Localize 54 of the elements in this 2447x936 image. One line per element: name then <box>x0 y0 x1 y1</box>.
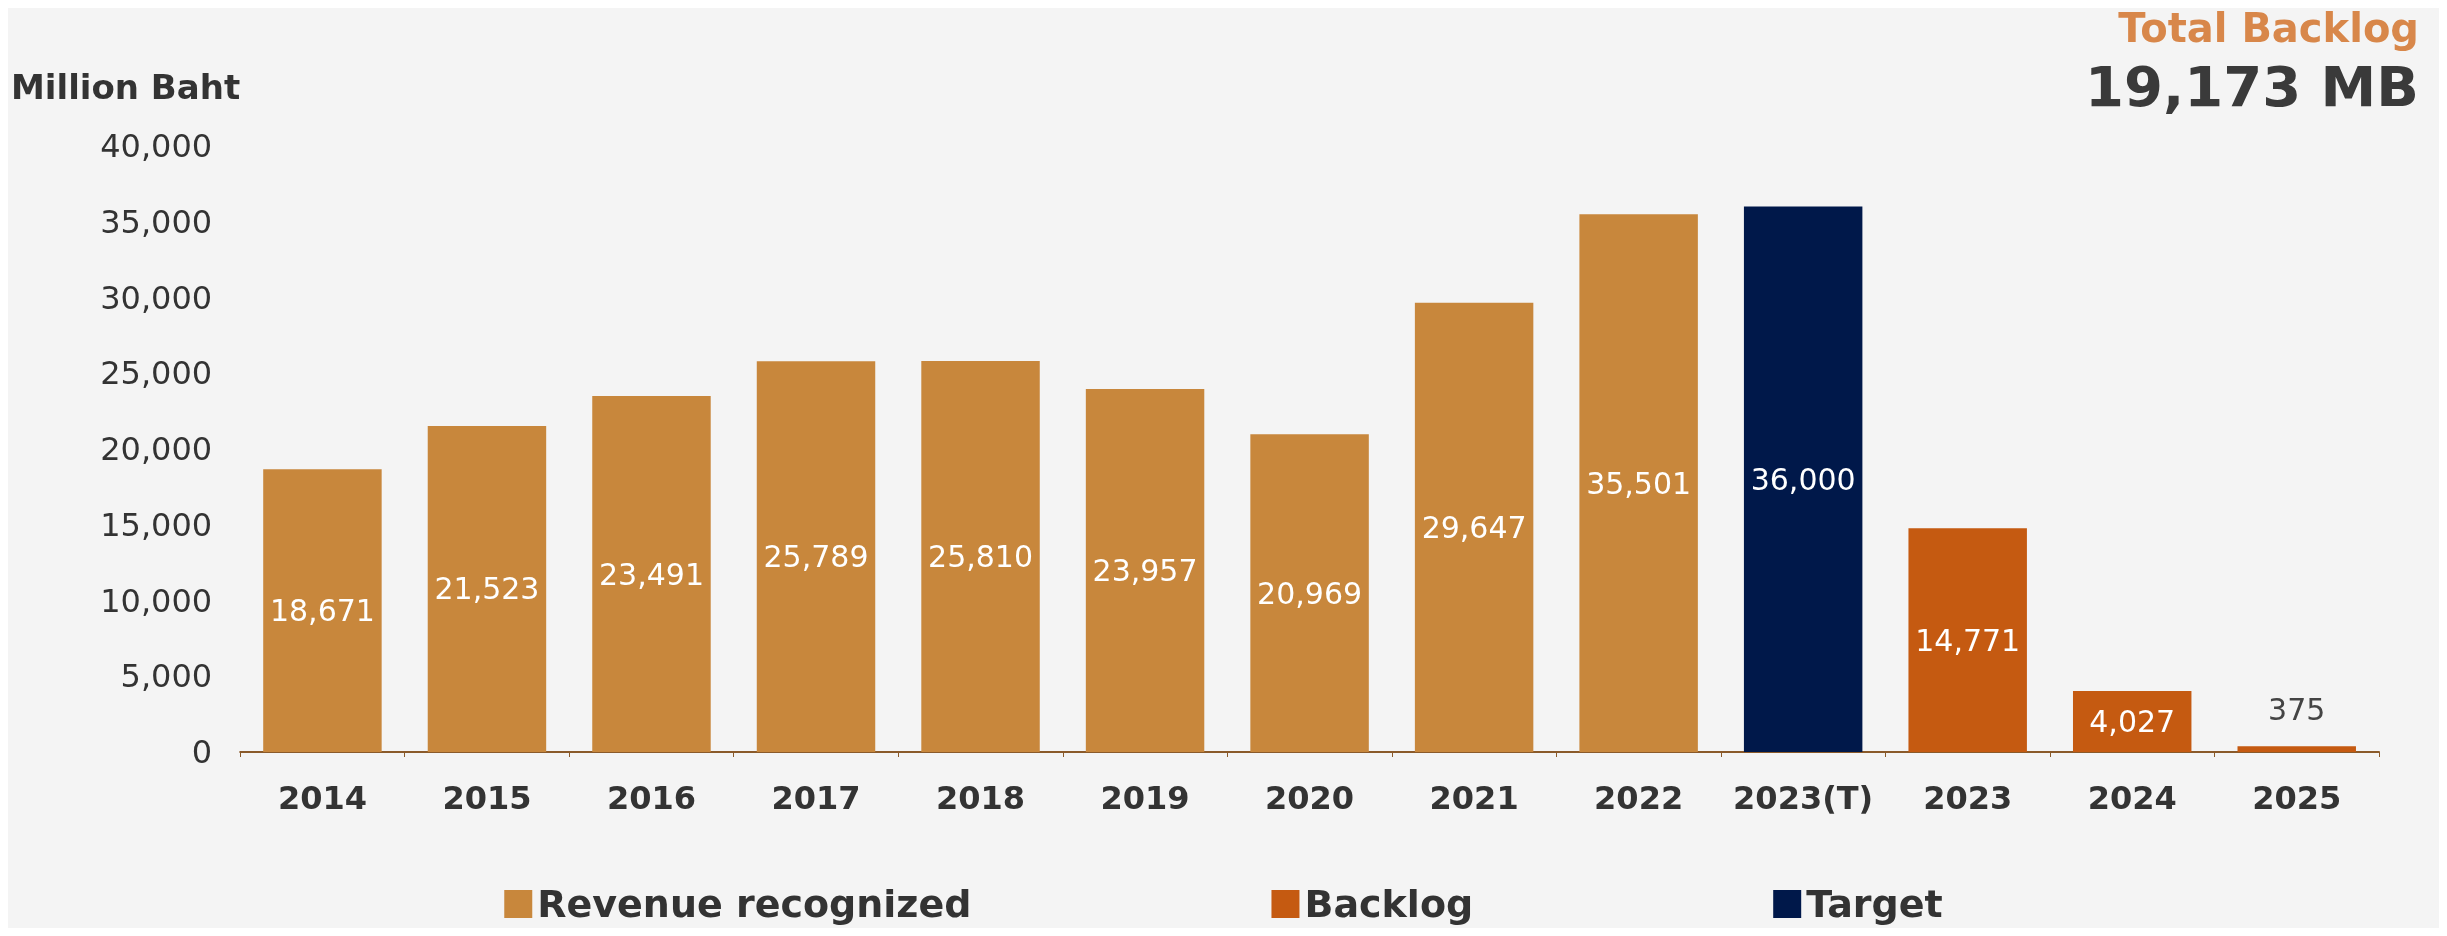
y-tick-label: 40,000 <box>100 127 213 165</box>
data-label: 35,501 <box>1586 465 1692 501</box>
data-label: 23,491 <box>598 556 704 592</box>
data-label: 18,671 <box>269 593 375 629</box>
data-label: 14,771 <box>1915 622 2021 658</box>
legend-label: Revenue recognized <box>537 882 972 926</box>
bar <box>1414 302 1534 752</box>
bar <box>1085 389 1205 752</box>
bar <box>427 425 547 752</box>
data-label: 36,000 <box>1750 461 1856 497</box>
y-tick-label: 30,000 <box>100 278 213 317</box>
y-tick-label: 10,000 <box>100 581 213 620</box>
bar <box>1908 528 2027 752</box>
x-tick-label: 2025 <box>2252 779 2342 817</box>
x-tick-label: 2014 <box>277 779 367 817</box>
text: Total Backlog <box>2118 5 2420 51</box>
bar <box>921 360 1040 752</box>
x-tick-label: 2016 <box>606 779 697 817</box>
bar <box>592 396 711 752</box>
data-label: 20,969 <box>1257 575 1363 611</box>
bar <box>756 361 876 752</box>
x-tick-label: 2019 <box>1100 779 1190 817</box>
bar <box>1250 434 1369 752</box>
x-tick-label: 2020 <box>1265 779 1355 817</box>
legend-label: Backlog <box>1304 882 1474 926</box>
bar <box>263 469 382 752</box>
legend-label: Target <box>1806 882 1943 926</box>
x-tick-label: 2022 <box>1594 779 1684 817</box>
x-tick-label: 2021 <box>1429 779 1519 817</box>
data-label: 25,789 <box>763 539 869 575</box>
y-tick-label: 20,000 <box>100 430 213 468</box>
x-tick-label: 2023 <box>1923 779 2013 817</box>
y-tick-label: 5,000 <box>120 657 213 696</box>
text: 19,173 MB <box>2085 53 2420 119</box>
x-tick-label: 2024 <box>2087 779 2177 817</box>
y-tick-label: 35,000 <box>100 202 213 241</box>
bar <box>2072 690 2192 752</box>
x-tick-label: 2015 <box>442 779 532 817</box>
data-label: 29,647 <box>1421 509 1527 545</box>
bar <box>2237 746 2356 752</box>
x-tick-label: 2018 <box>936 779 1026 817</box>
y-tick-label: 25,000 <box>100 354 213 393</box>
data-label: 4,027 <box>2089 704 2176 739</box>
x-tick-label: 2023(T) <box>1733 779 1874 817</box>
data-label: 21,523 <box>434 571 540 607</box>
y-tick-label: 0 <box>191 733 213 771</box>
y-tick-label: 15,000 <box>100 505 213 544</box>
bar <box>1579 214 1698 752</box>
data-label: 25,810 <box>928 538 1034 574</box>
data-label: 23,957 <box>1092 553 1198 589</box>
bar <box>1743 206 1863 752</box>
x-tick-label: 2017 <box>771 779 861 817</box>
y-axis-title: Million Baht <box>11 67 241 107</box>
data-label: 375 <box>2268 691 2326 727</box>
